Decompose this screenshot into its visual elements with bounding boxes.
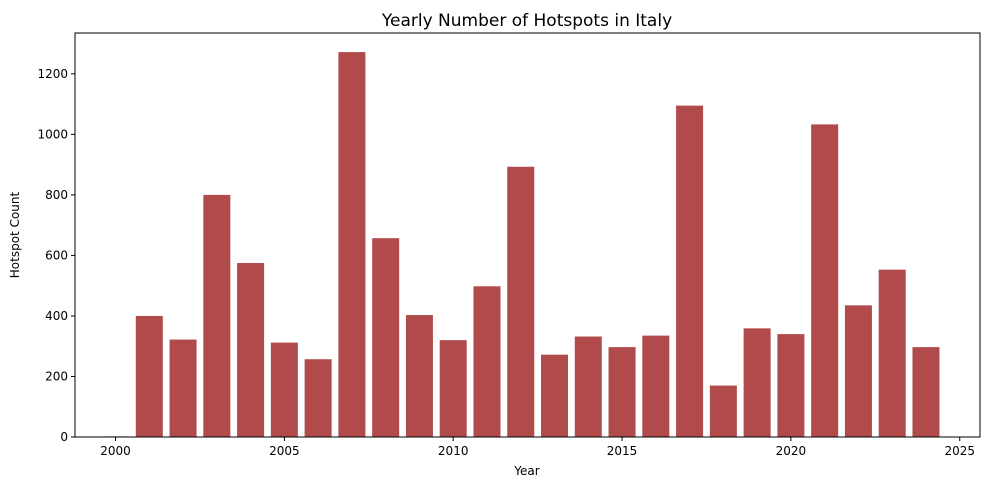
bar-2020 xyxy=(777,334,805,437)
y-axis-ticks: 0 200 400 600 800 1000 1200 xyxy=(37,67,75,444)
bar-2024 xyxy=(912,347,940,437)
bar-2014 xyxy=(574,336,602,437)
bar-2003 xyxy=(203,194,231,437)
x-tick-label: 2005 xyxy=(269,444,300,458)
bar-2016 xyxy=(642,335,670,437)
bar-2022 xyxy=(844,305,872,437)
bars xyxy=(102,52,940,438)
bar-2001 xyxy=(135,315,163,437)
y-tick-label: 400 xyxy=(45,309,68,323)
bar-2018 xyxy=(709,385,737,437)
x-tick-label: 2025 xyxy=(944,444,975,458)
x-tick-label: 2020 xyxy=(776,444,807,458)
chart-title: Yearly Number of Hotspots in Italy xyxy=(381,11,672,31)
bar-2011 xyxy=(473,286,501,437)
bar-2007 xyxy=(338,52,366,437)
y-tick-label: 600 xyxy=(45,248,68,262)
x-tick-label: 2000 xyxy=(100,444,131,458)
x-axis-ticks: 2000 2005 2010 2015 2020 2025 xyxy=(100,437,975,458)
bar-2023 xyxy=(878,269,906,437)
y-tick-label: 0 xyxy=(60,430,68,444)
bar-2009 xyxy=(405,315,433,437)
y-tick-label: 200 xyxy=(45,369,68,383)
y-tick-label: 1000 xyxy=(37,127,68,141)
bar-2008 xyxy=(372,238,400,437)
bar-2019 xyxy=(743,328,771,437)
bar-2015 xyxy=(608,347,636,437)
y-axis-label: Hotspot Count xyxy=(8,191,22,278)
bar-2004 xyxy=(237,262,265,437)
bar-2002 xyxy=(169,339,197,437)
x-tick-label: 2015 xyxy=(607,444,638,458)
y-tick-label: 800 xyxy=(45,188,68,202)
bar-2010 xyxy=(439,340,467,437)
bar-2012 xyxy=(507,166,535,438)
bar-2013 xyxy=(541,354,569,437)
x-tick-label: 2010 xyxy=(438,444,469,458)
bar-2021 xyxy=(811,124,839,438)
bar-2006 xyxy=(304,359,332,437)
bar-2005 xyxy=(270,342,298,437)
x-axis-label: Year xyxy=(513,464,539,478)
bar-2017 xyxy=(676,105,704,437)
plot-frame xyxy=(74,32,981,438)
y-tick-label: 1200 xyxy=(37,67,68,81)
